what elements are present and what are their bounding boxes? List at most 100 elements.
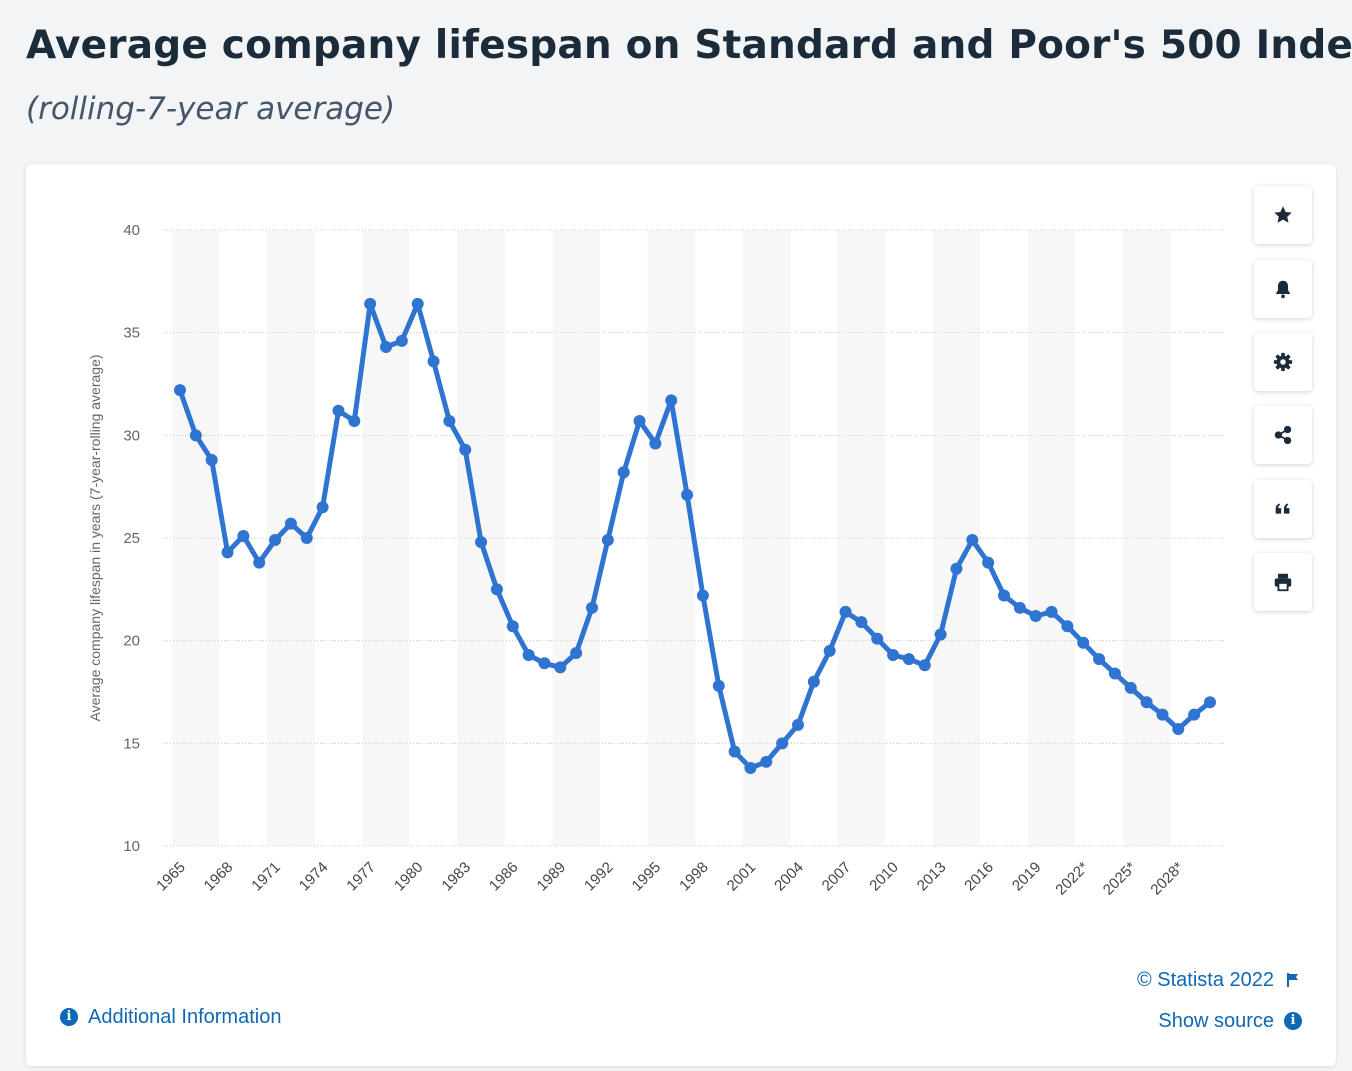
x-tick-label: 1983 — [438, 859, 474, 895]
cite-button[interactable] — [1254, 480, 1312, 538]
data-point — [617, 466, 630, 479]
x-tick-label: 1977 — [343, 859, 379, 895]
flag-icon — [1287, 973, 1298, 987]
bell-icon — [1276, 280, 1290, 299]
copyright-link[interactable]: © Statista 2022 — [1137, 968, 1300, 992]
data-point — [665, 394, 678, 407]
x-tick-label: 2022* — [1052, 859, 1092, 899]
x-tick-label: 1992 — [581, 859, 617, 895]
notification-button[interactable] — [1254, 260, 1312, 318]
data-point — [395, 334, 408, 347]
data-point — [427, 355, 440, 368]
print-icon — [1274, 573, 1292, 592]
data-point — [380, 341, 392, 354]
x-tick-label: 2010 — [866, 859, 902, 895]
y-tick-label: 10 — [123, 838, 140, 855]
x-tick-label: 1971 — [248, 859, 284, 895]
x-tick-label: 2016 — [961, 859, 997, 895]
favorite-button[interactable] — [1254, 186, 1312, 244]
data-point — [792, 718, 804, 731]
share-button[interactable] — [1254, 406, 1312, 464]
data-point — [205, 453, 218, 466]
show-source-link[interactable]: Show source i — [1158, 1009, 1302, 1033]
y-tick-label: 15 — [123, 735, 140, 752]
x-tick-label: 1986 — [486, 859, 522, 895]
data-point — [538, 657, 551, 670]
data-point — [887, 649, 900, 662]
data-point — [681, 488, 694, 501]
data-point — [855, 616, 868, 629]
y-tick-label: 30 — [123, 427, 140, 444]
data-point — [506, 620, 519, 633]
data-point — [1188, 708, 1201, 721]
data-point — [1140, 696, 1153, 709]
data-point — [744, 761, 757, 774]
data-point — [490, 583, 503, 596]
data-point — [998, 589, 1010, 602]
data-point — [348, 414, 361, 427]
data-point — [1093, 653, 1106, 666]
data-point — [934, 628, 947, 641]
data-point — [332, 404, 345, 417]
data-point — [776, 737, 789, 750]
x-tick-label: 2007 — [819, 859, 855, 895]
data-point — [1124, 681, 1137, 694]
data-point — [1045, 605, 1058, 618]
settings-button[interactable] — [1254, 333, 1312, 391]
data-point — [443, 414, 456, 427]
data-point — [902, 653, 915, 666]
line-chart: 10 15 20 25 30 35 40 1965 1968 1971 1974 1977 1980 1… — [87, 222, 1226, 899]
data-point — [918, 659, 931, 672]
data-point — [1061, 620, 1074, 633]
show-source-label: Show source — [1158, 1010, 1274, 1032]
data-point — [1108, 667, 1121, 680]
x-tick-label: 2013 — [914, 859, 950, 895]
y-tick-label: 40 — [123, 222, 140, 239]
data-point — [696, 589, 709, 602]
data-point — [364, 297, 377, 310]
y-tick-label: 20 — [123, 633, 140, 650]
data-point — [316, 501, 329, 514]
data-point — [728, 745, 741, 758]
data-point — [823, 644, 836, 657]
page-title: Average company lifespan on Standard and… — [26, 23, 1352, 68]
data-point — [284, 517, 297, 530]
data-point — [269, 534, 282, 547]
data-point — [221, 546, 234, 559]
page-subtitle: (rolling-7-year average) — [26, 91, 396, 127]
data-point — [839, 605, 852, 618]
chart-card: 10 15 20 25 30 35 40 1965 1968 1971 1974 1977 1980 1… — [26, 164, 1336, 1066]
x-tick-label: 2019 — [1009, 859, 1045, 895]
data-point — [1204, 696, 1216, 709]
x-tick-label: 2025* — [1100, 859, 1140, 899]
data-point — [522, 649, 535, 662]
plot-band — [552, 230, 600, 846]
data-point — [807, 675, 820, 688]
data-point — [871, 632, 884, 645]
y-tick-label: 25 — [123, 530, 140, 547]
x-tick-label: 1980 — [391, 859, 427, 895]
data-point — [237, 529, 250, 542]
info-icon: i — [60, 1008, 78, 1026]
copyright-text: © Statista 2022 — [1136, 969, 1274, 991]
x-tick-label: 1998 — [676, 859, 712, 895]
data-point — [982, 556, 995, 569]
data-point — [411, 297, 424, 310]
additional-information-link[interactable]: i Additional Information — [60, 1005, 281, 1029]
data-point — [1172, 722, 1185, 735]
data-point — [950, 562, 963, 575]
data-point — [633, 414, 646, 427]
x-tick-label: 1968 — [201, 859, 237, 895]
info-icon: i — [1284, 1012, 1302, 1030]
y-tick-label: 35 — [123, 325, 140, 342]
data-point — [554, 661, 567, 674]
x-tick-label: 2028* — [1147, 859, 1187, 899]
star-icon — [1274, 206, 1292, 223]
x-tick-label: 1974 — [296, 859, 332, 895]
data-point — [475, 536, 488, 549]
gear-icon — [1273, 352, 1293, 372]
x-tick-label: 2004 — [771, 859, 807, 895]
y-axis-title: Average company lifespan in years (7-yea… — [87, 354, 103, 721]
x-tick-label: 1989 — [534, 859, 570, 895]
print-button[interactable] — [1254, 553, 1312, 611]
